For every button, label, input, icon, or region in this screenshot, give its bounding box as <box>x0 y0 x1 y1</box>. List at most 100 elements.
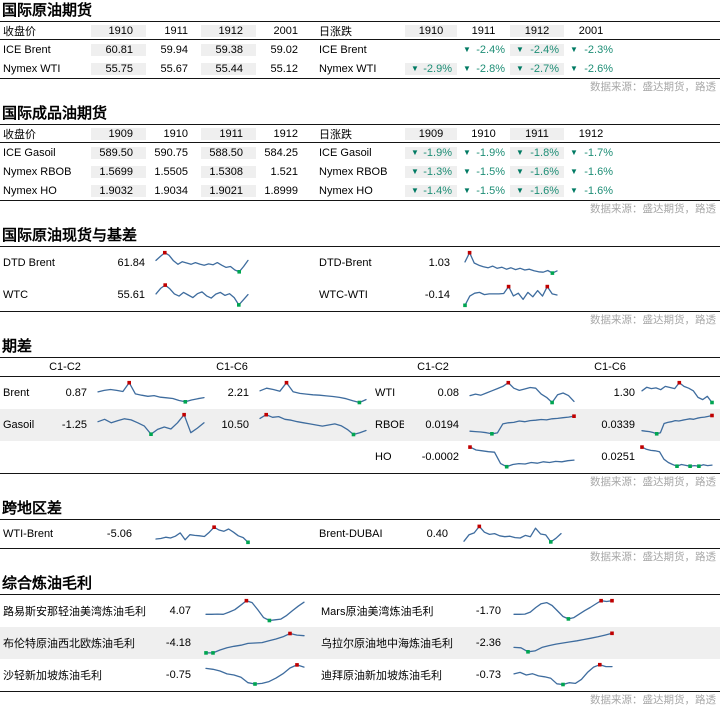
close-value: 584.25 <box>264 146 298 159</box>
change-cell: ▼ -1.8% <box>510 146 564 159</box>
change-value: -1.4% <box>423 184 452 197</box>
down-triangle-icon: ▼ <box>463 185 471 195</box>
row-label: Nymex WTI <box>3 62 61 75</box>
change-cell: ▼ -1.7% <box>564 147 618 159</box>
change-cell: ▼ -1.6% <box>510 165 564 178</box>
row-label: WTC-WTI <box>319 289 368 301</box>
close-value: 1.521 <box>270 165 298 178</box>
spread-value: 0.0194 <box>425 419 459 431</box>
row-label: Nymex HO <box>319 184 373 197</box>
sparkline-brent-nwe-margin <box>194 628 312 658</box>
close-value: 60.81 <box>91 43 146 56</box>
spread-value: -0.0002 <box>421 451 459 463</box>
down-triangle-icon: ▼ <box>463 147 471 157</box>
month-header: 1912 <box>201 24 256 37</box>
section-region-spread: 跨地区差 WTI-Brent -5.06 Brent-DUBAI 0.40 数据… <box>0 498 720 565</box>
sparkline-wti-c1c2 <box>462 378 582 408</box>
sparkline-wti-brent <box>135 521 255 547</box>
down-triangle-icon: ▼ <box>516 63 524 73</box>
table-row-ho: HO -0.0002 0.0251 <box>0 441 720 473</box>
margin-value: -4.18 <box>165 637 191 649</box>
down-triangle-icon: ▼ <box>411 147 419 157</box>
close-value: 55.75 <box>91 62 146 75</box>
spread-value: 0.40 <box>426 528 448 540</box>
section-title-spot-basis: 国际原油现货与基差 <box>0 225 720 247</box>
down-triangle-icon: ▼ <box>570 63 578 73</box>
sparkline-ho-c1c6 <box>638 442 720 472</box>
close-value: 59.02 <box>270 43 298 56</box>
month-header: 1911 <box>164 24 188 37</box>
change-cell: ▼ -2.3% <box>564 44 618 56</box>
section-spot-basis: 国际原油现货与基差 DTD Brent 61.84 DTD-Brent 1.03… <box>0 225 720 328</box>
month-header: 1912 <box>510 24 564 37</box>
sparkline-rbob-c1c6 <box>638 410 720 440</box>
month-header: 1912 <box>578 127 604 140</box>
row-label: 迪拜原油新加坡炼油毛利 <box>321 670 442 682</box>
close-value: 1.9032 <box>91 184 146 197</box>
change-cell: ▼ -1.3% <box>405 165 457 178</box>
change-value: -2.6% <box>584 62 613 75</box>
spot-value: 61.84 <box>117 257 145 269</box>
section-title-term-spread: 期差 <box>0 336 720 358</box>
table-row-wtc: WTC 55.61 WTC-WTI -0.14 <box>0 279 720 311</box>
table-row-margin-3: 沙轻新加坡炼油毛利 -0.75 迪拜原油新加坡炼油毛利 -0.73 <box>0 659 720 691</box>
sparkline-dtd-brent <box>148 248 258 278</box>
change-value: -1.5% <box>476 184 505 197</box>
row-label: 沙轻新加坡炼油毛利 <box>3 670 102 682</box>
data-source-note: 数据来源：盛达期货，路透 <box>590 203 716 215</box>
row-label: Brent <box>3 387 30 399</box>
down-triangle-icon: ▼ <box>570 185 578 195</box>
close-value: 1.5699 <box>91 165 146 178</box>
change-value: -1.9% <box>423 146 452 159</box>
table-row-dtd-brent: DTD Brent 61.84 DTD-Brent 1.03 <box>0 247 720 279</box>
change-value: -1.6% <box>530 165 559 178</box>
table-row-nymex-rbob: Nymex RBOB 1.5699 1.5505 1.5308 1.521 Ny… <box>0 162 720 181</box>
change-value: -1.8% <box>530 146 559 159</box>
month-header: 1910 <box>471 127 496 140</box>
change-cell: ▼ -2.6% <box>564 63 618 75</box>
down-triangle-icon: ▼ <box>463 63 471 73</box>
spot-value: 55.61 <box>117 289 145 301</box>
product-futures-header-row: 收盘价 1909 1910 1911 1912 日涨跌 1909 1910 19… <box>0 125 720 143</box>
margin-value: -0.75 <box>165 669 191 681</box>
section-title-region-spread: 跨地区差 <box>0 498 720 520</box>
month-header: 1911 <box>471 24 496 37</box>
change-value: -1.6% <box>584 184 613 197</box>
table-row-nymex-ho: Nymex HO 1.9032 1.9034 1.9021 1.8999 Nym… <box>0 181 720 200</box>
down-triangle-icon: ▼ <box>411 63 419 73</box>
month-header: 2001 <box>273 24 298 37</box>
row-label: Brent-DUBAI <box>319 528 383 540</box>
crude-futures-header-row: 收盘价 1910 1911 1912 2001 日涨跌 1910 1911 19… <box>0 22 720 40</box>
table-row-margin-1: 路易斯安那轻油美湾炼油毛利 4.07 Mars原油美湾炼油毛利 -1.70 <box>0 595 720 627</box>
sparkline-wti-c1c6 <box>638 378 720 408</box>
change-cell: ▼ -2.8% <box>457 63 510 75</box>
sparkline-wtc-wti <box>453 280 566 310</box>
table-row-nymex-wti: Nymex WTI 55.75 55.67 55.44 55.12 Nymex … <box>0 59 720 78</box>
basis-value: -0.14 <box>424 289 450 301</box>
data-source-note: 数据来源：盛达期货，路透 <box>590 694 716 706</box>
col-header-c1c2: C1-C2 <box>417 361 449 373</box>
spread-value: 0.87 <box>65 387 87 399</box>
close-value: 1.5308 <box>201 165 256 178</box>
down-triangle-icon: ▼ <box>516 147 524 157</box>
close-value: 590.75 <box>154 146 188 159</box>
spread-value: -1.25 <box>61 419 87 431</box>
change-value: -2.4% <box>530 43 559 56</box>
section-refining-margin: 综合炼油毛利 路易斯安那轻油美湾炼油毛利 4.07 Mars原油美湾炼油毛利 -… <box>0 573 720 708</box>
row-label: ICE Gasoil <box>3 146 56 159</box>
section-title-refining-margin: 综合炼油毛利 <box>0 573 720 595</box>
spread-value: 10.50 <box>221 419 249 431</box>
row-label: RBOB <box>375 419 404 431</box>
month-header: 1911 <box>201 127 256 140</box>
row-label: ICE Gasoil <box>319 146 372 159</box>
margin-value: -2.36 <box>475 637 501 649</box>
down-triangle-icon: ▼ <box>411 166 419 176</box>
sparkline-mars-usgc-margin <box>504 596 622 626</box>
close-value: 1.5505 <box>154 165 188 178</box>
table-row-wti-brent: WTI-Brent -5.06 Brent-DUBAI 0.40 <box>0 520 720 548</box>
sparkline-ho-c1c2 <box>462 442 582 472</box>
section-title-product-futures: 国际成品油期货 <box>0 103 720 125</box>
row-label: ICE Brent <box>3 43 51 56</box>
close-value: 1.9021 <box>201 184 256 197</box>
basis-value: 1.03 <box>428 257 450 269</box>
